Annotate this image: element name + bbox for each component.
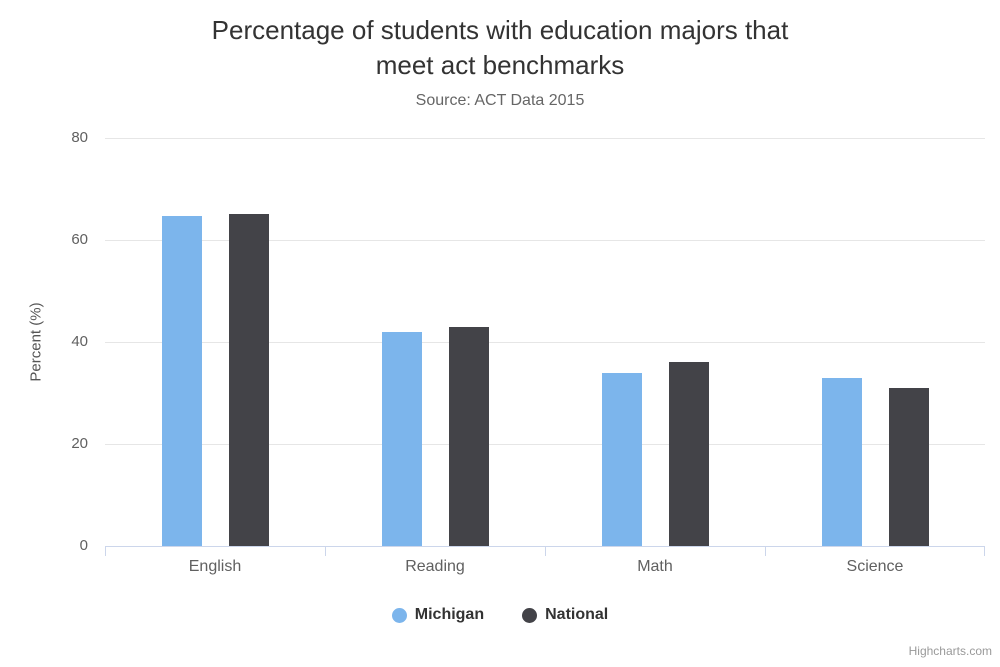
gridline-20 [105,444,985,445]
bar-michigan-reading[interactable] [381,332,422,546]
chart-title: Percentage of students with education ma… [0,13,1000,83]
legend-item-national[interactable]: National [522,606,608,624]
legend-label: National [545,606,609,623]
x-axis-tick [765,547,766,556]
x-category-label-math: Math [637,558,673,575]
y-tick-label-0: 0 [79,537,88,554]
bar-national-math[interactable] [668,362,709,546]
x-axis-tick [325,547,326,556]
legend-item-michigan[interactable]: Michigan [391,606,485,624]
x-axis-tick [545,547,546,556]
bar-group-english [105,138,325,546]
bar-national-reading[interactable] [448,327,489,546]
x-category-label-reading: Reading [405,558,465,575]
x-category-label-english: English [188,558,242,575]
legend: Michigan National [0,606,1000,624]
legend-label: Michigan [414,606,485,623]
bar-michigan-english[interactable] [161,216,202,546]
gridline-40 [105,342,985,343]
highcharts-credit[interactable]: Highcharts.com [908,644,992,658]
plot-area [105,138,985,556]
chart-title-line1: Percentage of students with education ma… [211,15,789,45]
y-tick-label-60: 60 [71,231,88,248]
bar-michigan-science[interactable] [821,378,862,546]
chart-title-line2: meet act benchmarks [375,50,625,80]
bar-national-english[interactable] [228,214,269,546]
bar-group-science [765,138,985,546]
bar-national-science[interactable] [888,388,929,546]
x-axis-tick [984,547,985,556]
gridline-60 [105,240,985,241]
bar-group-reading [325,138,545,546]
bar-michigan-math[interactable] [601,373,642,546]
x-axis-tick [105,547,106,556]
legend-marker-icon [391,607,407,623]
bar-group-math [545,138,765,546]
y-tick-label-80: 80 [71,129,88,146]
gridline-80 [105,138,985,139]
y-tick-label-20: 20 [71,435,88,452]
y-tick-label-40: 40 [71,333,88,350]
y-axis-labels: 0 20 40 60 80 [0,0,88,667]
x-axis-line [105,546,985,547]
x-category-label-science: Science [846,558,904,575]
legend-marker-icon [522,607,538,623]
chart-subtitle: Source: ACT Data 2015 [415,92,585,109]
